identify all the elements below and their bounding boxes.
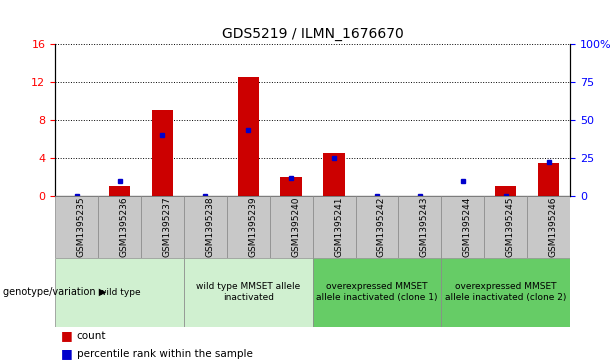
Bar [141,196,184,258]
Text: GSM1395246: GSM1395246 [549,197,558,257]
Bar [152,110,173,196]
Bar [55,196,98,258]
Bar [398,196,441,258]
Bar [227,196,270,258]
Bar [184,196,227,258]
Bar [324,153,345,196]
Bar [484,196,527,258]
Text: percentile rank within the sample: percentile rank within the sample [77,349,253,359]
Bar [527,196,570,258]
Text: GSM1395236: GSM1395236 [120,196,129,257]
Text: overexpressed MMSET
allele inactivated (clone 1): overexpressed MMSET allele inactivated (… [316,282,438,302]
Text: GSM1395243: GSM1395243 [420,197,429,257]
Bar [495,187,517,196]
Text: GSM1395240: GSM1395240 [291,197,300,257]
Bar [356,196,398,258]
Text: GSM1395241: GSM1395241 [334,197,343,257]
Bar [313,196,356,258]
Text: GSM1395242: GSM1395242 [377,197,386,257]
Bar [281,177,302,196]
Title: GDS5219 / ILMN_1676670: GDS5219 / ILMN_1676670 [222,27,403,41]
Text: GSM1395244: GSM1395244 [463,197,472,257]
Text: GSM1395245: GSM1395245 [506,197,515,257]
Text: genotype/variation ▶: genotype/variation ▶ [3,287,106,297]
Text: count: count [77,331,106,341]
Bar [55,258,184,327]
Text: ■: ■ [61,329,77,342]
Bar [184,258,313,327]
Text: wild type MMSET allele
inactivated: wild type MMSET allele inactivated [196,282,300,302]
Text: GSM1395235: GSM1395235 [77,196,86,257]
Bar [109,187,131,196]
Bar [441,258,570,327]
Bar [238,77,259,196]
Bar [313,258,441,327]
Bar [270,196,313,258]
Text: wild type: wild type [99,288,140,297]
Bar [538,163,560,196]
Text: GSM1395238: GSM1395238 [205,196,215,257]
Text: overexpressed MMSET
allele inactivated (clone 2): overexpressed MMSET allele inactivated (… [445,282,566,302]
Bar [98,196,141,258]
Bar [441,196,484,258]
Text: GSM1395237: GSM1395237 [162,196,172,257]
Text: GSM1395239: GSM1395239 [248,196,257,257]
Text: ■: ■ [61,347,77,360]
